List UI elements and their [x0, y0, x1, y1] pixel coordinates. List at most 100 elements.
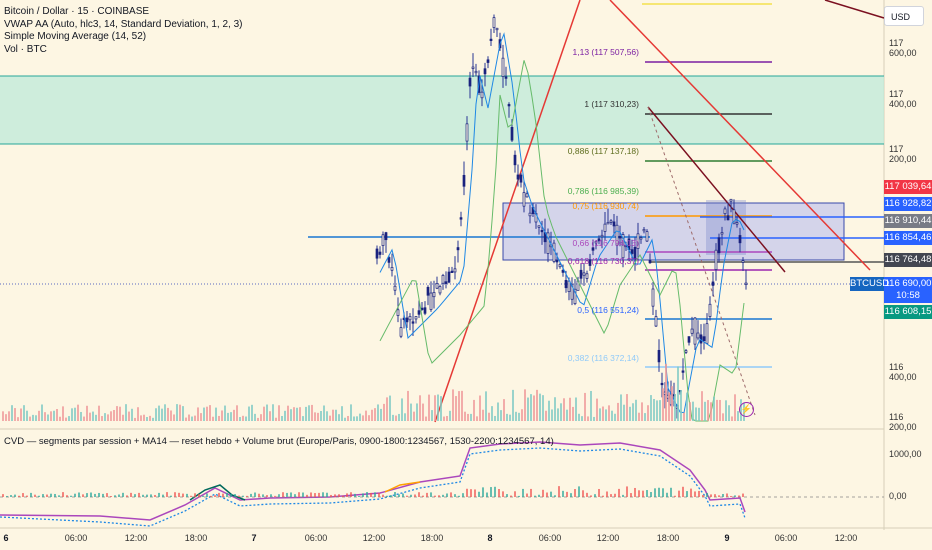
- volume-bar: [671, 386, 673, 421]
- candle-body: [723, 208, 727, 214]
- candle-body: [606, 222, 610, 225]
- candle-body: [495, 27, 499, 31]
- volume-bar: [2, 411, 4, 421]
- candle-body: [393, 285, 397, 291]
- legend-vwap[interactable]: VWAP AA (Auto, hlc3, 14, Standard Deviat…: [4, 18, 243, 30]
- cvd-volume-bar: [522, 488, 524, 497]
- cvd-volume-bar: [218, 492, 220, 497]
- currency-button[interactable]: USD: [884, 6, 924, 26]
- candle-body: [618, 235, 622, 239]
- candle-body: [384, 232, 388, 241]
- volume-bar: [512, 389, 514, 421]
- candle-body: [381, 234, 385, 246]
- fib-level-label: 0,618 (116 730,37): [567, 256, 639, 266]
- cvd-volume-bar: [430, 492, 432, 497]
- cvd-volume-bar: [450, 492, 452, 497]
- volume-bar: [50, 411, 52, 421]
- cvd-volume-bar: [266, 495, 268, 497]
- volume-bar: [596, 398, 598, 421]
- volume-bar: [356, 416, 358, 421]
- volume-bar: [326, 411, 328, 421]
- volume-bar: [44, 412, 46, 421]
- cvd-volume-bar: [726, 493, 728, 497]
- volume-bar: [104, 413, 106, 421]
- cvd-volume-bar: [358, 495, 360, 497]
- time-tick: 12:00: [834, 533, 858, 543]
- cvd-volume-bar: [446, 493, 448, 497]
- price-label: 116 854,46: [884, 231, 932, 245]
- cvd-volume-bar: [58, 495, 60, 497]
- cvd-volume-bar: [158, 492, 160, 497]
- fib-level-label: 0,786 (116 985,39): [567, 186, 639, 196]
- legend-symbol[interactable]: Bitcoin / Dollar · 15 · COINBASE: [4, 6, 150, 17]
- volume-bar: [152, 417, 154, 421]
- candle-body: [453, 268, 457, 273]
- volume-bar: [359, 413, 361, 421]
- cvd-volume-bar: [54, 493, 56, 497]
- volume-bar: [305, 406, 307, 421]
- time-tick: 6: [3, 533, 9, 543]
- cvd-volume-bar: [566, 491, 568, 497]
- volume-bar: [629, 406, 631, 421]
- candle-body: [702, 336, 706, 342]
- volume-bar: [638, 412, 640, 421]
- candle-body: [714, 249, 718, 270]
- price-label: 116 764,48: [884, 253, 932, 267]
- cvd-volume-bar: [354, 493, 356, 497]
- candle-body: [630, 249, 634, 254]
- volume-bar: [632, 403, 634, 421]
- volume-bar: [419, 395, 421, 421]
- volume-bar: [89, 412, 91, 421]
- cvd-volume-bar: [202, 495, 204, 497]
- volume-bar: [194, 415, 196, 421]
- volume-bar: [212, 416, 214, 421]
- cvd-volume-bar: [130, 492, 132, 497]
- cvd-indicator-title[interactable]: CVD — segments par session + MA14 — rese…: [4, 436, 554, 447]
- candle-body: [594, 241, 598, 244]
- time-tick: 9: [724, 533, 730, 543]
- cvd-volume-bar: [370, 492, 372, 497]
- candle-body: [516, 174, 520, 180]
- lightning-icon[interactable]: ⚡: [739, 402, 754, 417]
- volume-bar: [116, 406, 118, 421]
- cvd-volume-bar: [526, 493, 528, 497]
- candle-body: [561, 269, 565, 273]
- candle-body: [414, 316, 418, 320]
- volume-bar: [506, 413, 508, 421]
- cvd-volume-bar: [470, 489, 472, 497]
- price-label: 116 910,44: [884, 214, 932, 228]
- cvd-volume-bar: [222, 493, 224, 497]
- volume-bar: [83, 416, 85, 421]
- cvd-volume-bar: [22, 493, 24, 497]
- legend-volume[interactable]: Vol · BTC: [4, 43, 47, 55]
- volume-bar: [125, 404, 127, 421]
- volume-bar: [209, 405, 211, 421]
- cvd-volume-bar: [378, 492, 380, 497]
- cvd-volume-bar: [406, 495, 408, 497]
- cvd-volume-bar: [622, 494, 624, 497]
- cvd-volume-bar: [630, 493, 632, 497]
- candle-body: [474, 70, 478, 74]
- volume-bar: [692, 401, 694, 421]
- candle-body: [645, 231, 649, 242]
- volume-bar: [491, 406, 493, 421]
- cvd-volume-bar: [714, 494, 716, 497]
- volume-bar: [245, 416, 247, 421]
- volume-bar: [284, 410, 286, 421]
- candle-body: [660, 382, 664, 386]
- volume-bar: [383, 403, 385, 421]
- cvd-volume-bar: [374, 492, 376, 497]
- volume-bar: [611, 410, 613, 421]
- time-tick: 06:00: [304, 533, 328, 543]
- cvd-volume-bar: [334, 494, 336, 497]
- candle-body: [684, 350, 688, 353]
- range-zone: [0, 76, 884, 144]
- volume-bar: [362, 415, 364, 421]
- volume-bar: [272, 404, 274, 421]
- legend-sma[interactable]: Simple Moving Average (14, 52): [4, 31, 147, 42]
- volume-bar: [443, 416, 445, 421]
- price-tick: 116 200,00: [889, 412, 917, 432]
- volume-bar: [155, 408, 157, 421]
